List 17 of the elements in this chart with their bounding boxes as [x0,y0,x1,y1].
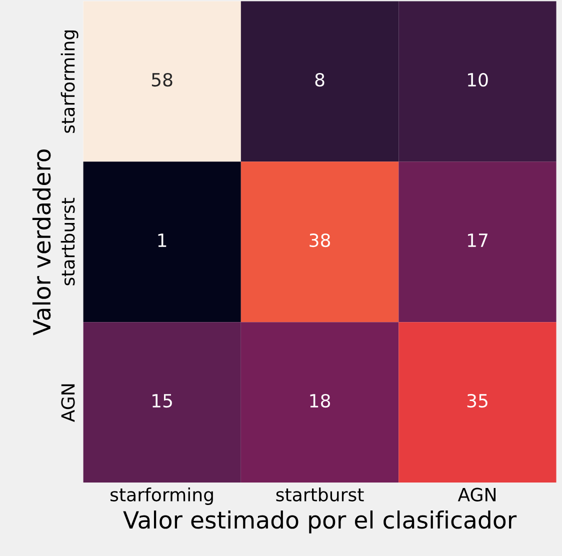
y-axis-title: Valor verdadero [32,149,51,336]
x-axis-title: Valor estimado por el clasificador [123,510,517,534]
y-tick-label: startburst [60,198,75,286]
data-label: 10 [468,72,488,87]
x-tick-label: startburst [276,487,364,502]
data-label: 38 [310,233,330,248]
x-tick-label: AGN [458,488,496,502]
data-label: 58 [152,72,172,87]
y-tick-label: AGN [61,384,75,422]
y-tick-label: starforming [60,30,78,133]
data-label: 15 [152,394,172,408]
data-label: 17 [468,234,488,247]
data-label: 1 [158,234,166,247]
x-tick-label: starforming [110,487,213,505]
data-label: 8 [315,72,324,87]
data-label: 18 [310,394,330,408]
data-label: 35 [467,394,488,408]
